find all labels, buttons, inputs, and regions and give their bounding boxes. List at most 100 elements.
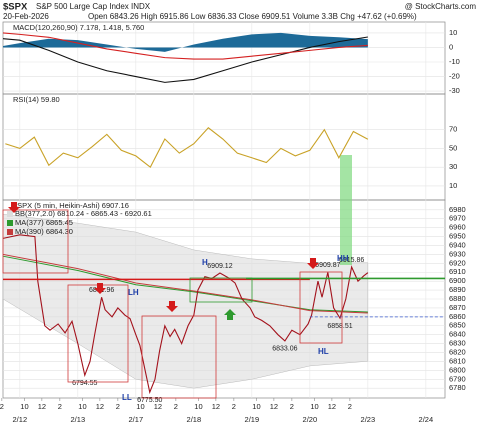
legend-label: MA(390) 6864.30: [15, 227, 73, 236]
y-tick-label: 6790: [449, 374, 466, 383]
x-tick-label: 12: [154, 402, 162, 411]
pattern-label: H: [202, 258, 208, 267]
x-tick-label: 2: [0, 402, 4, 411]
panel-title: MACD(120,260,90) 7.178, 1.418, 5.760: [13, 23, 144, 32]
arrow-up: [224, 309, 236, 320]
y-tick-label: 10: [449, 28, 457, 37]
panel-title: RSI(14) 59.80: [13, 95, 60, 104]
date: 20-Feb-2026: [3, 12, 49, 21]
y-tick-label: 6810: [449, 356, 466, 365]
source: @ StockCharts.com: [405, 2, 477, 11]
pattern-box: [189, 277, 253, 303]
x-tick-label: 10: [78, 402, 86, 411]
y-tick-label: -10: [449, 57, 460, 66]
y-tick-label: 6970: [449, 214, 466, 223]
x-tick-label: 12: [212, 402, 220, 411]
pattern-label: HL: [318, 347, 329, 356]
x-tick-label: 12: [270, 402, 278, 411]
y-tick-label: 6920: [449, 258, 466, 267]
y-tick-label: 10: [449, 181, 457, 190]
pattern-labels: LH LL H HL HH: [122, 254, 349, 402]
x-tick-label: 10: [252, 402, 260, 411]
y-tick-label: 6830: [449, 339, 466, 348]
x-tick-label: 12: [38, 402, 46, 411]
date-tick-label: 2/12: [13, 415, 28, 424]
price-annotation: 6909.87: [315, 262, 340, 269]
x-tick-label: 10: [136, 402, 144, 411]
legend-swatch: [7, 220, 13, 226]
y-tick-label: 6840: [449, 330, 466, 339]
y-tick-label: 6800: [449, 365, 466, 374]
y-tick-label: 6820: [449, 347, 466, 356]
symbol-name: S&P 500 Large Cap Index INDX: [36, 2, 151, 11]
x-tick-label: 2: [348, 402, 352, 411]
pattern-box: [299, 271, 343, 344]
y-tick-label: 6890: [449, 285, 466, 294]
legend-swatch: [7, 229, 13, 235]
series-line: [5, 127, 369, 169]
quote: Open 6843.26 High 6915.86 Low 6836.33 Cl…: [88, 12, 417, 21]
x-tick-label: 2: [174, 402, 178, 411]
price-annotation: 6915.86: [339, 257, 364, 264]
y-tick-label: 70: [449, 125, 457, 134]
arrow-down: [307, 258, 319, 269]
y-tick-label: 6960: [449, 223, 466, 232]
date-tick-label: 2/13: [71, 415, 86, 424]
y-tick-label: 6980: [449, 205, 466, 214]
series-line: [2, 234, 369, 395]
price-annotation: 6775.50: [137, 397, 162, 404]
y-tick-label: 6940: [449, 240, 466, 249]
background: 10 0 -10 -20 -30 70 50 30 10 67806790680068106820…: [0, 21, 466, 424]
x-tick-label: 10: [310, 402, 318, 411]
arrows: [8, 202, 319, 320]
pattern-label: LL: [122, 393, 132, 402]
x-tick-label: 2: [232, 402, 236, 411]
y-tick-label: -20: [449, 72, 460, 81]
date-tick-label: 2/23: [361, 415, 376, 424]
y-tick-label: 6870: [449, 303, 466, 312]
arrow-down: [8, 202, 20, 213]
x-tick-label: 2: [116, 402, 120, 411]
histogram-area: [3, 32, 368, 52]
y-tick-label: 6850: [449, 321, 466, 330]
price-annotation: 6794.55: [72, 380, 97, 387]
y-tick-label: 6880: [449, 294, 466, 303]
legend-swatch: [7, 211, 13, 217]
date-tick-label: 2/24: [419, 415, 434, 424]
series-line: [2, 255, 368, 313]
series-line: [2, 36, 368, 83]
date-tick-label: 2/20: [303, 415, 318, 424]
x-tick-label: 2: [290, 402, 294, 411]
x-tick-label: 10: [20, 402, 28, 411]
date-tick-label: 2/19: [245, 415, 260, 424]
y-tick-label: -30: [449, 86, 460, 95]
y-tick-label: 6780: [449, 383, 466, 392]
legend-label: MA(377) 6865.45: [15, 218, 73, 227]
pattern-box: [2, 209, 69, 274]
series-line: [2, 253, 368, 314]
pattern-label: LH: [128, 288, 139, 297]
x-tick-label: 10: [194, 402, 202, 411]
date-tick-label: 2/18: [187, 415, 202, 424]
y-tick-label: 6930: [449, 249, 466, 258]
panel-title: $SPX (5 min, Heikin-Ashi) 6907.16: [13, 201, 129, 210]
pattern-label: HH: [337, 254, 349, 263]
date-tick-label: 2/17: [129, 415, 144, 424]
bollinger-band: [2, 213, 369, 389]
y-tick-label: 0: [449, 42, 453, 51]
panel-frame: [2, 93, 446, 201]
highlight-zone: [340, 155, 352, 265]
y-tick-label: 30: [449, 162, 457, 171]
legend-label: BB(377,2.0) 6810.24 - 6865.43 - 6920.61: [15, 209, 152, 218]
series-line: [2, 32, 368, 60]
pattern-box: [141, 315, 217, 399]
price-annotation: 6858.51: [327, 323, 352, 330]
symbol: $SPX: [3, 2, 28, 13]
y-tick-label: 50: [449, 143, 457, 152]
y-tick-label: 6900: [449, 276, 466, 285]
y-tick-label: 6910: [449, 267, 466, 276]
x-tick-label: 2: [58, 402, 62, 411]
arrow-down: [166, 301, 178, 312]
